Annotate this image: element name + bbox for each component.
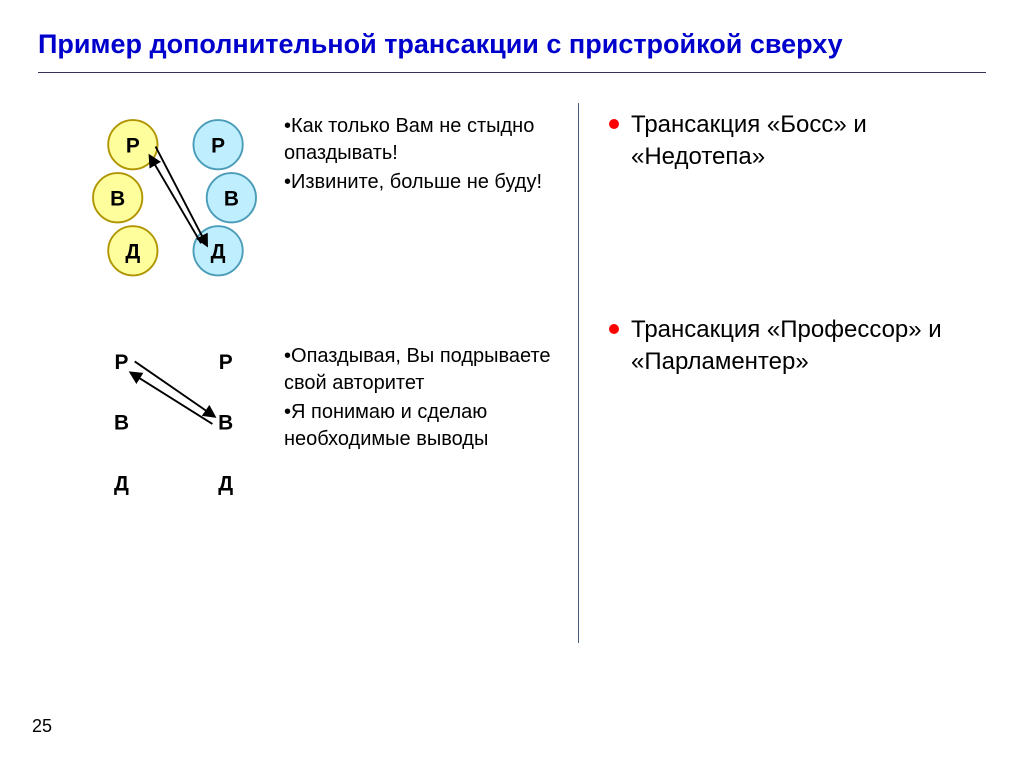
bullet-icon — [609, 324, 619, 334]
slide-title: Пример дополнительной трансакции с прист… — [38, 28, 986, 62]
dialog2-line-0: •Опаздывая, Вы подрываете свой авторитет — [284, 343, 578, 397]
right-text-0: Трансакция «Босс» и «Недотепа» — [631, 109, 986, 174]
d2-right-0: Р — [219, 351, 233, 374]
dialog-2: •Опаздывая, Вы подрываете свой авторитет… — [284, 333, 578, 455]
left-column: Р В Д Р В Д •Как только — [38, 103, 578, 643]
dialog1-line-0: •Как только Вам не стыдно опаздывать! — [284, 113, 578, 167]
d2-left-1: В — [114, 411, 129, 434]
dialog-1: •Как только Вам не стыдно опаздывать! •И… — [284, 103, 578, 198]
diagram-1: Р В Д Р В Д — [38, 103, 258, 283]
block-2: Р В Д Р В Д •Опаздывая, Вы подрываете св… — [38, 333, 578, 513]
d1-left-0: Р — [126, 134, 140, 157]
right-text-1: Трансакция «Профессор» и «Парламентер» — [631, 314, 986, 379]
d1-left-1: В — [110, 187, 125, 210]
d1-right-0: Р — [211, 134, 225, 157]
d1-right-2: Д — [211, 240, 226, 263]
d1-left-2: Д — [125, 240, 140, 263]
d2-left-2: Д — [114, 472, 129, 495]
d2-right-2: Д — [218, 472, 233, 495]
d1-right-1: В — [224, 187, 239, 210]
dialog1-line-1: •Извините, больше не буду! — [284, 169, 578, 196]
right-item-0: Трансакция «Босс» и «Недотепа» — [609, 109, 986, 174]
right-item-1: Трансакция «Профессор» и «Парламентер» — [609, 314, 986, 379]
d2-left-0: Р — [115, 351, 129, 374]
page-number: 25 — [32, 716, 52, 737]
block-1: Р В Д Р В Д •Как только — [38, 103, 578, 283]
d2-right-1: В — [218, 411, 233, 434]
content-area: Р В Д Р В Д •Как только — [38, 103, 986, 643]
bullet-icon — [609, 119, 619, 129]
dialog2-line-1: •Я понимаю и сделаю необходимые выводы — [284, 399, 578, 453]
diagram-2: Р В Д Р В Д — [38, 333, 258, 513]
right-column: Трансакция «Босс» и «Недотепа» Трансакци… — [578, 103, 986, 643]
title-rule — [38, 72, 986, 73]
